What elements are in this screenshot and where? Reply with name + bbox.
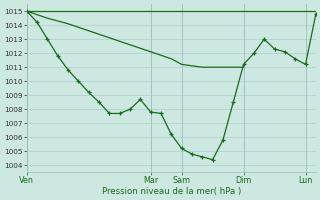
X-axis label: Pression niveau de la mer( hPa ): Pression niveau de la mer( hPa )	[102, 187, 241, 196]
